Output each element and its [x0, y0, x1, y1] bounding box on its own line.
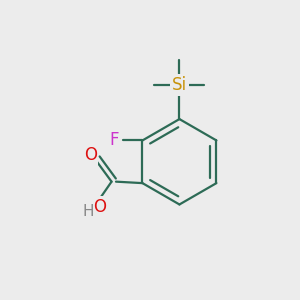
Text: O: O — [84, 146, 97, 164]
Text: Si: Si — [172, 76, 187, 94]
Text: F: F — [110, 131, 119, 149]
Text: H: H — [82, 205, 94, 220]
Text: O: O — [93, 198, 106, 216]
